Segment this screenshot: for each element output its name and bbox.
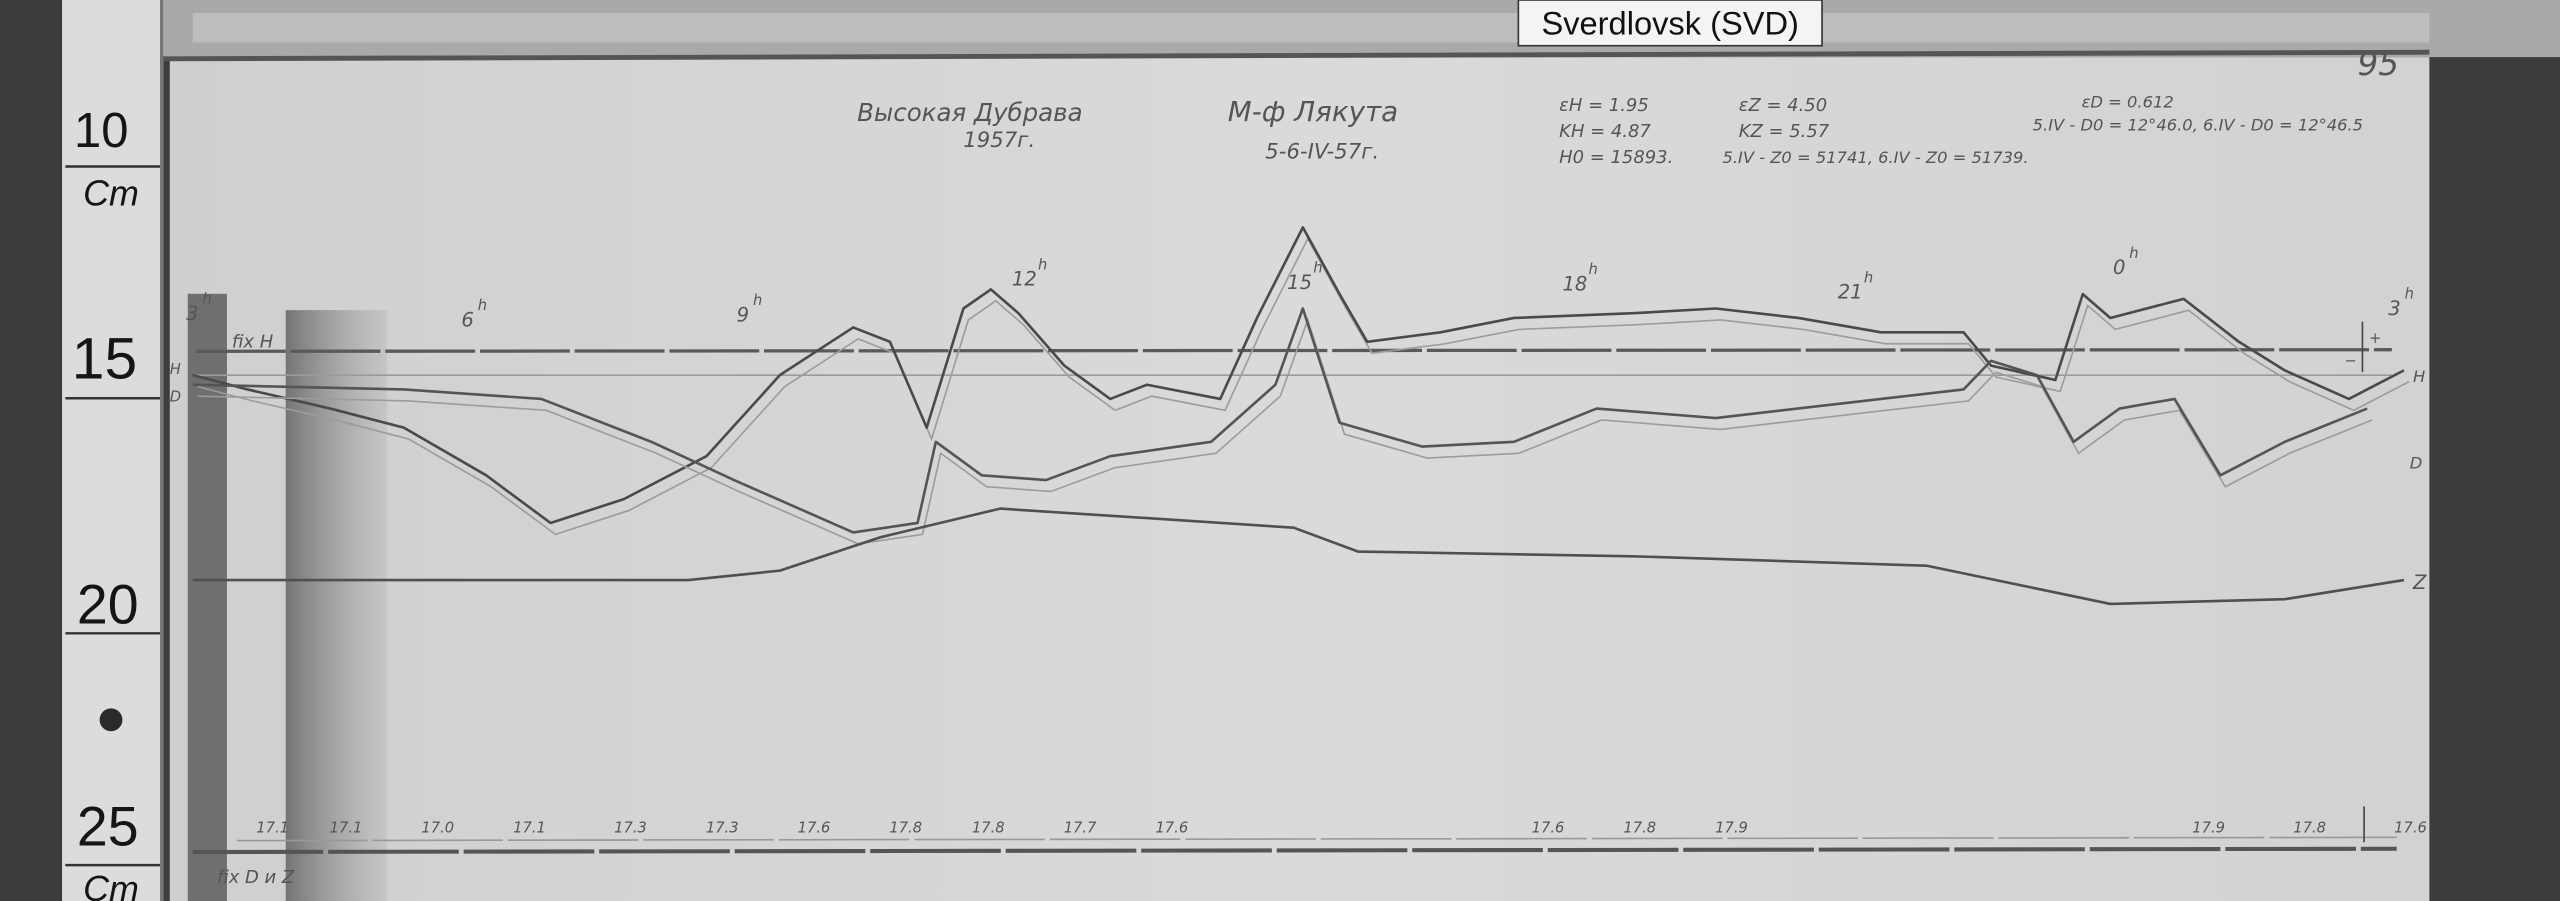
- ruler: [62, 0, 164, 901]
- k-h: KH = 4.87: [1559, 121, 1651, 142]
- top-strip-overlay: [192, 13, 2430, 43]
- hour-label: 18: [1562, 273, 1587, 296]
- ruler-mark-20: 20: [77, 574, 139, 636]
- trace-h-ghost: [197, 237, 2410, 536]
- hour-superscript: h: [2405, 286, 2414, 303]
- bottom-reading: 17.9: [1715, 819, 1748, 836]
- hour-superscript: h: [2129, 245, 2138, 262]
- left-h-label: H: [170, 361, 181, 378]
- left-d-label: D: [170, 389, 181, 406]
- bottom-reading: 17.3: [706, 819, 739, 836]
- bottom-reading: 17.1: [513, 819, 546, 836]
- right-h-label: H: [2413, 367, 2425, 386]
- hour-superscript: h: [202, 291, 211, 308]
- station-tag: [1517, 0, 1823, 47]
- hour-superscript: h: [753, 292, 762, 309]
- right-z-label: Z: [2412, 571, 2427, 594]
- minus-sign: −: [2344, 353, 2356, 370]
- ruler-mark-25: 25: [77, 796, 139, 858]
- hour-label: 21: [1838, 281, 1863, 304]
- hour-label: 9: [737, 304, 749, 327]
- fix-dz-label: fix D и Z: [217, 867, 295, 888]
- eps-d: εD = 0.612: [2082, 93, 2174, 112]
- hour-label: 3: [2388, 297, 2400, 320]
- k-z: KZ = 5.57: [1739, 121, 1830, 142]
- bottom-reading: 17.1: [330, 819, 363, 836]
- trace-h: [192, 226, 2405, 525]
- station-name: Высокая Дубрава: [857, 98, 1082, 127]
- h0: H0 = 15893.: [1559, 147, 1673, 168]
- eps-h: εH = 1.95: [1559, 95, 1649, 116]
- page-number: 95: [2358, 45, 2400, 83]
- hour-label: 0: [2113, 256, 2125, 279]
- hour-superscript: h: [478, 297, 487, 314]
- hour-superscript: h: [1864, 269, 1873, 286]
- hour-superscript: h: [1589, 261, 1598, 278]
- z0: 5.IV - Z0 = 51741, 6.IV - Z0 = 51739.: [1722, 148, 2028, 167]
- hour-label: 3: [186, 302, 198, 325]
- hour-superscript: h: [1038, 256, 1047, 273]
- hour-label: 15: [1287, 271, 1312, 294]
- hour-superscript: h: [1313, 260, 1322, 277]
- trace-z: [192, 507, 2405, 606]
- fix-h-label: fix H: [232, 332, 273, 353]
- observer: М-ф Лякута: [1228, 95, 1398, 128]
- chart-paper: [169, 57, 2430, 901]
- ruler-mark-15: 15: [72, 327, 137, 392]
- trace-d: [192, 307, 2368, 534]
- bottom-reading: 17.8: [889, 819, 922, 836]
- eps-z: εZ = 4.50: [1739, 95, 1827, 116]
- bottom-reading: 17.6: [1532, 819, 1565, 836]
- record-date: 5-6-IV-57г.: [1265, 139, 1379, 164]
- bottom-reading: 17.9: [2192, 819, 2225, 836]
- bottom-reading: 17.8: [2293, 819, 2326, 836]
- bottom-reading: 17.6: [798, 819, 831, 836]
- bottom-reading: 17.8: [1623, 819, 1656, 836]
- station-tag-label: Sverdlovsk (SVD): [1541, 4, 1798, 41]
- hour-label: 12: [1012, 268, 1037, 291]
- ruler-hole: [99, 708, 123, 732]
- bottom-reading: 17.3: [614, 819, 647, 836]
- bottom-reading: 17.6: [2394, 819, 2427, 836]
- shadow-band: [187, 293, 227, 901]
- trace-d-ghost: [197, 317, 2373, 545]
- baseline-h: [195, 348, 2392, 353]
- hour-label: 6: [461, 308, 473, 331]
- bottom-reading: 17.6: [1155, 819, 1188, 836]
- ruler-mark-10: 10: [74, 104, 128, 158]
- d0: 5.IV - D0 = 12°46.0, 6.IV - D0 = 12°46.5: [2033, 116, 2363, 135]
- ruler-unit-bottom: Cm: [83, 868, 139, 901]
- ruler-unit-top: Cm: [83, 173, 139, 214]
- bottom-reading: 17.8: [972, 819, 1005, 836]
- paper-top-edge: [163, 49, 2430, 62]
- plus-sign: +: [2369, 330, 2381, 347]
- baseline-bottom-thin: [236, 836, 2397, 842]
- shadow-band: [285, 310, 387, 901]
- bottom-reading: 17.1: [256, 819, 289, 836]
- bottom-reading: 17.0: [421, 819, 454, 836]
- right-d-label: D: [2410, 453, 2423, 472]
- year: 1957г.: [963, 128, 1035, 153]
- baseline-bottom: [192, 846, 2397, 855]
- bottom-reading: 17.7: [1064, 819, 1097, 836]
